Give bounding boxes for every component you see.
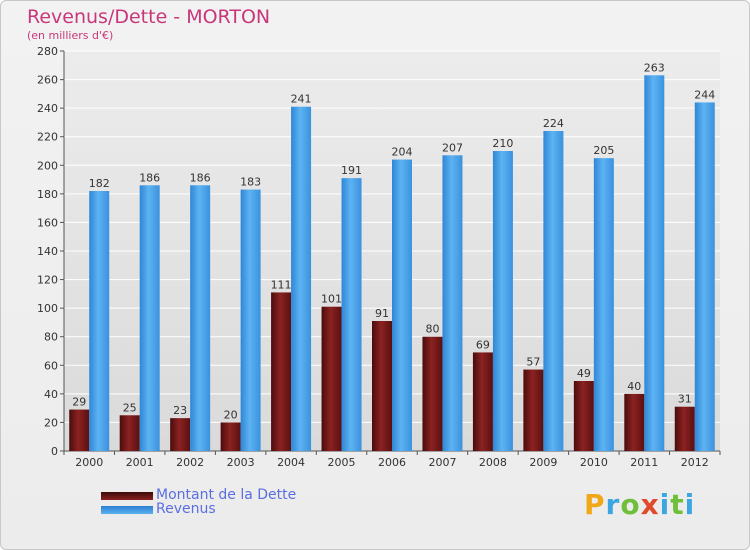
data-label-revenus: 186 [139,171,160,184]
legend-label-revenus: Revenus [156,501,216,517]
x-tick-label: 2011 [630,456,658,469]
data-label-dette: 20 [224,408,238,421]
y-tick-label: 140 [37,245,58,258]
x-tick-label: 2008 [479,456,507,469]
bar-dette [170,418,191,451]
y-tick-label: 260 [37,74,58,87]
x-tick-label: 2005 [328,456,356,469]
data-label-dette: 25 [123,401,137,414]
data-label-dette: 101 [321,293,342,306]
bar-revenus [593,158,614,451]
data-label-revenus: 186 [190,171,211,184]
x-tick-label: 2012 [681,456,709,469]
x-tick-label: 2004 [277,456,305,469]
bar-dette [220,422,241,451]
data-label-dette: 69 [476,338,490,351]
y-tick-label: 100 [37,302,58,315]
legend-swatch-dette [101,492,153,500]
y-tick-label: 280 [37,45,58,58]
y-tick-label: 80 [44,331,58,344]
data-label-revenus: 263 [644,61,665,74]
bar-revenus [442,155,463,452]
legend-label-dette: Montant de la Dette [156,487,297,503]
bar-revenus [694,102,715,451]
bar-revenus [492,151,513,451]
y-tick-label: 220 [37,131,58,144]
data-label-revenus: 182 [89,177,110,190]
data-label-revenus: 210 [492,137,513,150]
bar-dette [573,381,594,451]
y-tick-label: 240 [37,102,58,115]
data-label-revenus: 241 [291,93,312,106]
bar-dette [119,415,140,451]
data-label-revenus: 204 [392,146,413,159]
y-tick-label: 200 [37,159,58,172]
bar-revenus [341,178,362,451]
y-tick-label: 180 [37,188,58,201]
data-label-dette: 49 [577,367,591,380]
bar-revenus [89,191,110,451]
chart-title: Revenus/Dette - MORTON [27,6,271,28]
x-tick-label: 2006 [378,456,406,469]
x-tick-label: 2001 [126,456,154,469]
x-tick-label: 2000 [75,456,103,469]
legend-swatch-revenus [101,506,153,514]
x-tick-label: 2003 [227,456,255,469]
bar-revenus [543,131,564,451]
bar-revenus [240,189,261,452]
bar-dette [69,409,90,451]
data-label-dette: 91 [375,307,389,320]
y-tick-label: 60 [44,359,58,372]
data-label-revenus: 205 [593,144,614,157]
bar-revenus [644,75,665,452]
bar-revenus [139,185,160,452]
data-label-dette: 31 [678,393,692,406]
bar-dette [372,321,392,451]
data-label-dette: 80 [425,323,439,336]
y-tick-label: 160 [37,216,58,229]
data-label-revenus: 207 [442,141,463,154]
data-label-revenus: 244 [694,88,715,101]
data-label-revenus: 191 [341,164,362,177]
bar-dette [523,369,544,451]
data-label-revenus: 224 [543,117,564,130]
y-tick-label: 120 [37,274,58,287]
data-label-dette: 40 [627,380,641,393]
data-label-revenus: 183 [240,176,261,189]
chart-subtitle: (en milliers d'€) [27,29,114,42]
x-tick-label: 2002 [176,456,204,469]
bar-dette [472,352,493,451]
bar-revenus [392,159,412,452]
bar-revenus [291,106,312,451]
bar-dette [271,292,292,451]
data-label-dette: 29 [72,396,86,409]
y-tick-label: 0 [51,445,58,458]
bar-dette [624,393,645,451]
y-tick-label: 40 [44,388,58,401]
data-label-dette: 111 [271,278,292,291]
bar-dette [674,406,695,451]
proxiti-logo: Proxiti [584,488,696,521]
x-tick-label: 2010 [580,456,608,469]
x-tick-label: 2009 [529,456,557,469]
bar-dette [321,306,342,451]
bar-dette [422,336,443,451]
bar-revenus [190,185,211,452]
data-label-dette: 57 [526,356,540,369]
y-tick-label: 20 [44,416,58,429]
x-tick-label: 2007 [428,456,456,469]
data-label-dette: 23 [173,404,187,417]
